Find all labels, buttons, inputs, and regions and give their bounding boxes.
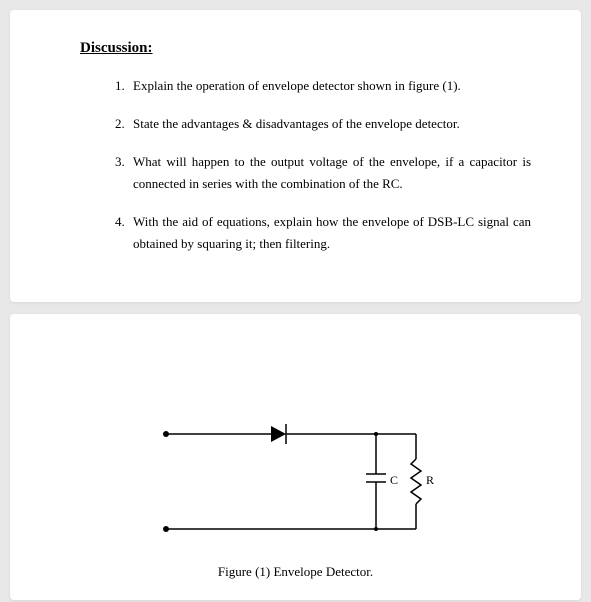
list-item: 1. Explain the operation of envelope det…	[115, 75, 531, 97]
discussion-heading: Discussion:	[80, 40, 531, 57]
discussion-card: Discussion: 1. Explain the operation of …	[10, 10, 581, 302]
list-text: State the advantages & disadvantages of …	[133, 116, 460, 131]
circuit-diagram: C R	[60, 414, 531, 544]
discussion-list: 1. Explain the operation of envelope det…	[60, 75, 531, 256]
resistor-label: R	[426, 473, 434, 487]
list-number: 4.	[115, 211, 125, 233]
list-number: 2.	[115, 113, 125, 135]
capacitor-label: C	[390, 473, 398, 487]
list-text: What will happen to the output voltage o…	[133, 154, 531, 191]
list-item: 4. With the aid of equations, explain ho…	[115, 211, 531, 255]
list-number: 1.	[115, 75, 125, 97]
list-number: 3.	[115, 151, 125, 173]
figure-card: C R Figure (1) Envelope Detector.	[10, 314, 581, 600]
figure-caption: Figure (1) Envelope Detector.	[60, 564, 531, 580]
envelope-detector-circuit: C R	[156, 414, 436, 544]
list-text: With the aid of equations, explain how t…	[133, 214, 531, 251]
list-item: 3. What will happen to the output voltag…	[115, 151, 531, 195]
list-text: Explain the operation of envelope detect…	[133, 78, 461, 93]
list-item: 2. State the advantages & disadvantages …	[115, 113, 531, 135]
